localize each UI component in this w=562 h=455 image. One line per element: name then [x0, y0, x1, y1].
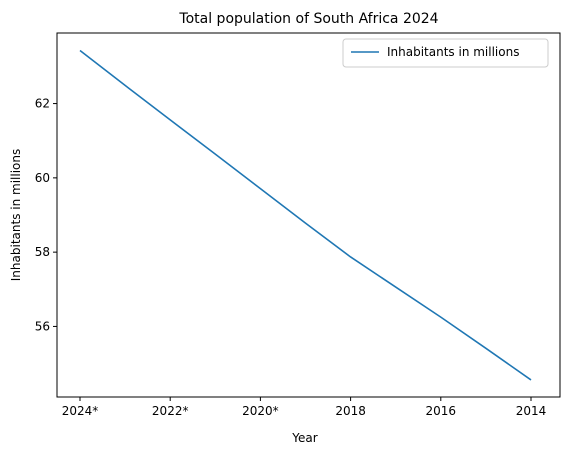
- x-tick-label: 2014: [516, 404, 547, 418]
- y-axis-title: Inhabitants in millions: [9, 149, 23, 281]
- x-axis: 2024* 2022* 2020* 2018 2016 2014: [62, 397, 547, 418]
- legend-box: [342, 38, 549, 68]
- data-point: [124, 85, 126, 87]
- chart-title: Total population of South Africa 2024: [178, 11, 438, 27]
- data-point: [440, 316, 442, 318]
- x-tick-label: 2022*: [152, 404, 189, 418]
- x-tick-label: 2024*: [62, 404, 99, 418]
- data-point: [530, 379, 532, 381]
- data-point: [79, 50, 81, 52]
- data-point: [260, 188, 262, 190]
- data-point: [169, 119, 171, 121]
- data-point: [395, 286, 397, 288]
- y-tick-label: 60: [35, 171, 50, 185]
- y-tick-label: 56: [35, 319, 50, 333]
- plot-area: [56, 32, 561, 398]
- y-tick-label: 62: [35, 97, 50, 111]
- data-point: [305, 222, 307, 224]
- x-axis-title: Year: [291, 431, 317, 445]
- series-line-0: [79, 49, 532, 381]
- series-layer: [79, 49, 532, 381]
- x-tick-label: 2016: [426, 404, 457, 418]
- data-point: [215, 153, 217, 155]
- legend: Inhabitants in millions: [342, 38, 549, 68]
- x-tick-label: 2018: [335, 404, 366, 418]
- x-tick-label: 2020*: [242, 404, 279, 418]
- data-point: [350, 256, 352, 258]
- y-axis: 56 58 60 62: [35, 97, 57, 333]
- y-tick-label: 58: [35, 245, 50, 259]
- legend-label: Inhabitants in millions: [387, 45, 519, 59]
- data-point: [485, 348, 487, 350]
